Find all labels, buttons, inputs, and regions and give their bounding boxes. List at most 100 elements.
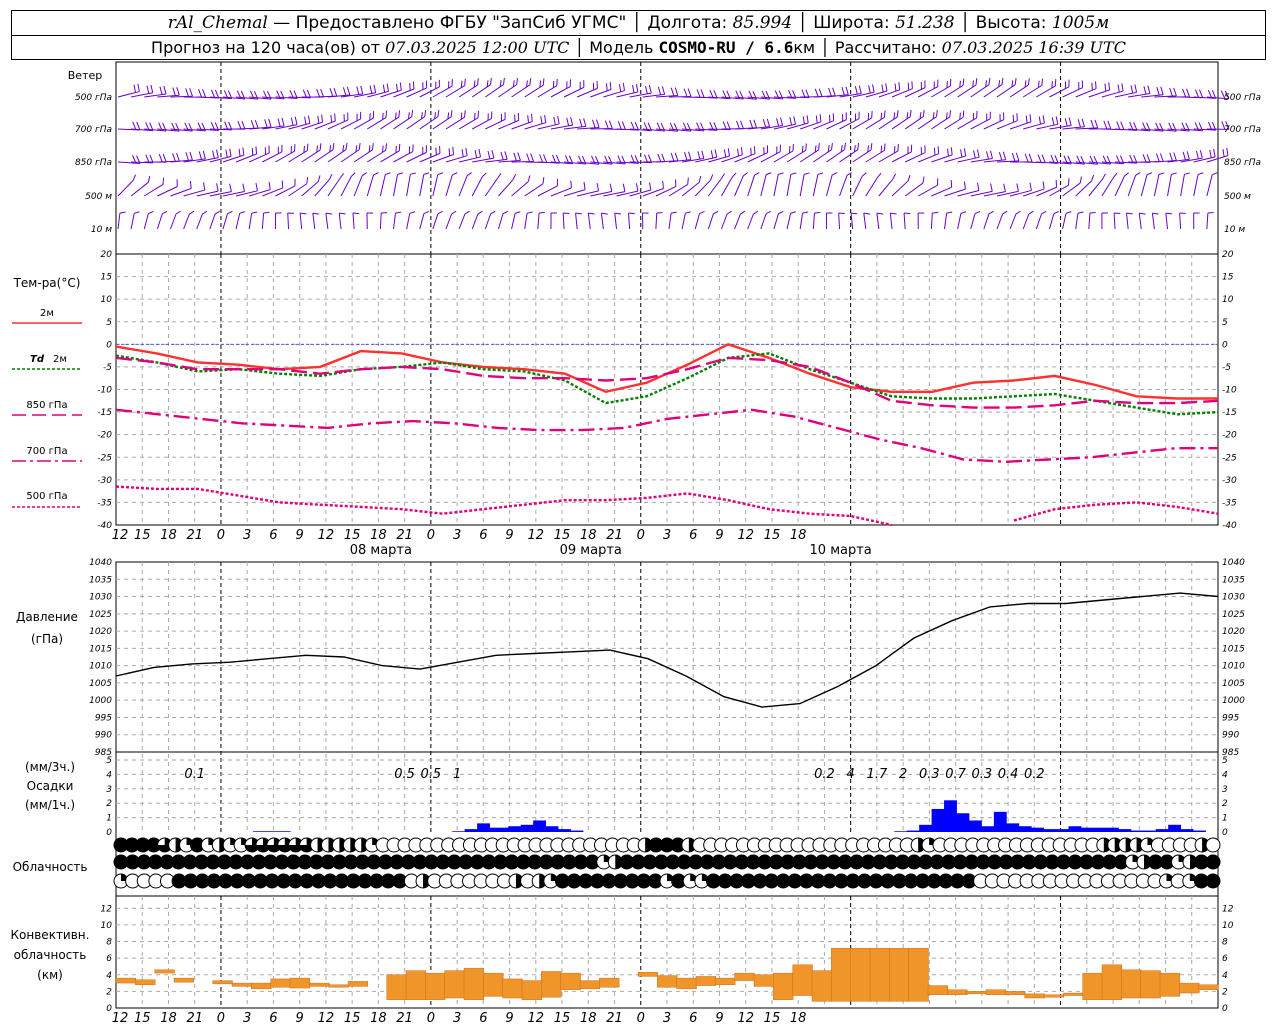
wind-barb-feather (322, 115, 323, 123)
y-tick-right: 1035 (1222, 575, 1245, 585)
legend-700-label: 700 гПа (26, 446, 67, 457)
conv-bar (947, 990, 967, 995)
x-tick-bottom: 15 (344, 1011, 361, 1024)
precip-bar (496, 828, 503, 832)
temp-title: Тем-ра(°C) (13, 276, 81, 290)
wind-barb-feather (1136, 173, 1141, 176)
wind-barb (407, 212, 415, 229)
wind-barb-feather (385, 173, 390, 175)
wind-barb-feather (399, 110, 400, 117)
wind-barb-feather (890, 213, 896, 214)
y-tick-left: -5 (103, 363, 112, 373)
wind-level-label-right: 700 гПа (1224, 125, 1261, 135)
wind-barb-feather (1187, 89, 1190, 97)
wind-barb-feather (346, 143, 347, 150)
wind-barb-feather (576, 213, 582, 214)
x-tick-temp: 0 (427, 528, 435, 543)
wind-barb-feather (820, 114, 821, 122)
wind-level-label-right: 500 м (1224, 192, 1251, 202)
wind-barb-feather (645, 86, 647, 94)
wind-barb-feather (1170, 88, 1173, 96)
wind-barb-shaft (905, 183, 923, 196)
wind-barb-feather (318, 116, 319, 124)
wind-barb-feather (951, 147, 952, 155)
wind-barb-feather (1030, 183, 1031, 191)
wind-barb-shaft (1102, 177, 1114, 196)
wind-barb-shaft (512, 213, 516, 229)
precip-bar (944, 800, 951, 832)
wind-barb-feather (961, 212, 966, 214)
wind-barb-feather (1004, 184, 1006, 192)
wind-barb (367, 213, 373, 229)
wind-barb-shaft (485, 178, 497, 196)
wind-barb-feather (832, 143, 833, 150)
x-tick-bottom: 3 (663, 1011, 671, 1024)
wind-barb-shaft (708, 156, 729, 162)
wind-barb (1115, 173, 1129, 196)
wind-barb (1154, 173, 1164, 196)
wind-barb-feather (1208, 213, 1214, 214)
wind-barb (748, 173, 760, 196)
wind-barb-feather (1056, 116, 1058, 124)
wind-barb-feather (501, 152, 503, 160)
wind-barb-shaft (538, 213, 539, 229)
precip-bar (894, 831, 901, 832)
wind-barb-feather (321, 89, 324, 97)
wind-barb-feather (1069, 118, 1071, 126)
wind-barb-feather (802, 90, 805, 98)
wind-barb-feather (370, 86, 372, 94)
wind-barb-shaft (1036, 214, 1041, 229)
conv-bar (174, 978, 194, 982)
wind-barb-shaft (1207, 213, 1208, 229)
wind-barb (984, 184, 1006, 196)
wind-barb (170, 211, 180, 229)
wind-barb-shaft (1076, 181, 1092, 196)
conv-tick-left: 8 (106, 938, 112, 948)
wind-barb-feather (491, 211, 496, 214)
wind-barb-feather (269, 119, 271, 127)
wind-barb (958, 183, 979, 196)
wind-barb-feather (190, 152, 192, 160)
precip-bar (1162, 829, 1169, 832)
conv-bar (1044, 995, 1064, 997)
x-tick-temp: 18 (790, 528, 807, 543)
wind-barb (1207, 173, 1217, 196)
y-tick-right: -15 (1222, 408, 1237, 418)
wind-barb-feather (1096, 81, 1097, 88)
cloud-symbol (1206, 838, 1220, 852)
wind-barb-shaft (588, 213, 590, 229)
precip-bar (1087, 828, 1094, 832)
wind-barb (669, 212, 677, 229)
wind-barb-feather (803, 212, 808, 213)
wind-barb-feather (1066, 212, 1071, 214)
precip-bar (900, 831, 907, 832)
x-tick-bottom: 6 (269, 1011, 277, 1024)
wind-barb-shaft (223, 214, 228, 229)
wind-barb-feather (855, 86, 857, 94)
wind-barb-feather (514, 153, 517, 161)
wind-barb-shaft (748, 175, 755, 196)
wind-barb-feather (1029, 211, 1034, 214)
wind-barb-feather (256, 147, 257, 154)
x-tick-bottom: 21 (186, 1011, 203, 1024)
wind-barb-feather (976, 78, 977, 85)
wind-barb-shaft (787, 123, 808, 129)
wind-barb-shaft (472, 214, 478, 229)
x-tick-bottom: 18 (370, 1011, 387, 1024)
wind-barb-feather (1052, 117, 1054, 125)
wind-barb-feather (361, 86, 363, 94)
wind-barb (538, 179, 558, 196)
x-tick-temp: 3 (243, 528, 251, 543)
wind-barb (735, 173, 748, 196)
wind-barb (1168, 173, 1177, 196)
wind-barb-feather (120, 212, 126, 213)
wind-barb-feather (623, 83, 624, 91)
precip-bar (1156, 829, 1163, 832)
wind-barb-feather (211, 90, 214, 98)
wind-level-label-left: 10 м (91, 225, 112, 235)
precip-bar (1081, 828, 1088, 832)
wind-barb-shaft (735, 154, 755, 162)
wind-barb-feather (873, 84, 875, 92)
wind-barb (236, 212, 245, 229)
wind-barb-feather (482, 173, 486, 177)
